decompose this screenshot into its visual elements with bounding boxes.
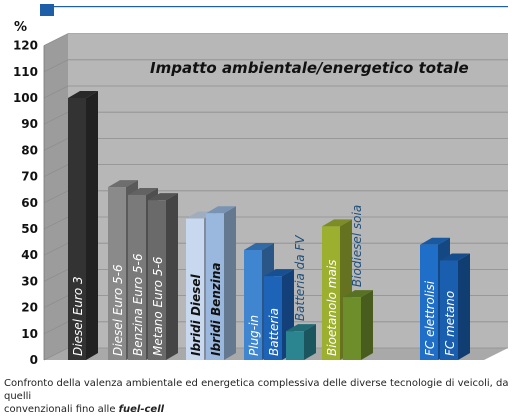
bar-label: Bioetanolo mais bbox=[325, 260, 339, 356]
y-tick-label: 80 bbox=[21, 143, 38, 157]
bar-side bbox=[166, 193, 178, 360]
y-tick-label: 70 bbox=[21, 170, 38, 184]
bar-label: Metano Euro 5-6 bbox=[151, 256, 165, 356]
y-axis-label: % bbox=[14, 20, 27, 35]
bar-top bbox=[343, 290, 373, 298]
bar bbox=[343, 297, 361, 360]
frame-corner-square bbox=[40, 4, 54, 16]
bar-side bbox=[458, 253, 470, 360]
bar-top bbox=[148, 193, 178, 201]
bar-top bbox=[286, 324, 316, 332]
bar-label: Benzina Euro 5-6 bbox=[131, 253, 145, 356]
y-tick-label: 30 bbox=[21, 274, 38, 288]
bar-label: Diesel Euro 3 bbox=[71, 276, 85, 356]
bar bbox=[244, 249, 262, 360]
bar bbox=[148, 200, 166, 360]
bar-top bbox=[108, 180, 138, 188]
y-tick-label: 90 bbox=[21, 117, 38, 131]
bar-top bbox=[68, 91, 98, 98]
bar-label: FC metano bbox=[443, 291, 457, 356]
bar-group: Biodiesel soia bbox=[343, 205, 373, 360]
bar-label: Ibridi Benzina bbox=[209, 262, 223, 356]
bar-top bbox=[128, 187, 158, 195]
bar bbox=[264, 276, 282, 360]
y-tick-label: 20 bbox=[21, 301, 38, 315]
y-tick-label: 50 bbox=[21, 222, 38, 236]
bar-label: Diesel Euro 5-6 bbox=[111, 264, 125, 356]
gridline bbox=[43, 59, 508, 73]
y-tick-label: 40 bbox=[21, 248, 38, 262]
bar-side bbox=[86, 91, 98, 360]
bar-label: Ibridi Diesel bbox=[189, 274, 203, 356]
chart-frame bbox=[40, 4, 508, 16]
bar-top bbox=[206, 206, 236, 214]
gridline bbox=[43, 33, 508, 46]
bar-group: Batteria bbox=[264, 269, 294, 360]
bar-chart: 0 10 20 30 40 50 60 70 80 90 100 110 120 % Impatto a… bbox=[13, 4, 508, 367]
caption-line-2: convenzionali fino alle fuel-cell bbox=[4, 403, 516, 416]
bar-side bbox=[361, 290, 373, 360]
figure-caption: Confronto della valenza ambientale ed en… bbox=[4, 377, 516, 416]
y-axis: 0 10 20 30 40 50 60 70 80 90 100 110 120 bbox=[13, 39, 45, 367]
bars: Diesel Euro 3 Diesel Euro 5-6 Benzina Euro… bbox=[68, 91, 470, 360]
bar-group: FC metano bbox=[440, 253, 470, 360]
y-tick-label: 120 bbox=[13, 39, 38, 53]
bar bbox=[186, 218, 204, 360]
gridline bbox=[43, 85, 508, 99]
bar bbox=[440, 260, 458, 360]
bar-side bbox=[224, 206, 236, 360]
bar-group: Ibridi Benzina bbox=[206, 206, 236, 360]
bar bbox=[108, 187, 126, 360]
bar-group: Metano Euro 5-6 bbox=[148, 193, 178, 360]
bar-top bbox=[322, 219, 352, 227]
bar-top bbox=[420, 237, 450, 245]
y-tick-label: 0 bbox=[30, 353, 38, 367]
bar-top bbox=[244, 242, 274, 250]
bar bbox=[420, 244, 438, 360]
bar-label: Plug-in bbox=[247, 315, 261, 356]
bar-label: Biodiesel soia bbox=[350, 205, 364, 287]
bar bbox=[68, 98, 86, 360]
frame-top-line bbox=[40, 6, 508, 8]
y-tick-label: 110 bbox=[13, 65, 38, 79]
bar-side bbox=[304, 324, 316, 360]
bar-label: FC elettrolisi bbox=[423, 280, 437, 356]
bar-group: Batteria da FV bbox=[286, 235, 316, 360]
bar-top bbox=[440, 253, 470, 261]
bar bbox=[322, 226, 340, 360]
y-tick-label: 60 bbox=[21, 196, 38, 210]
bar-top bbox=[264, 269, 294, 277]
bar-label: Batteria da FV bbox=[293, 235, 307, 322]
caption-line-1: Confronto della valenza ambientale ed en… bbox=[4, 378, 509, 402]
bar bbox=[286, 331, 304, 360]
bar bbox=[206, 213, 224, 360]
bar-label: Batteria bbox=[267, 308, 281, 356]
bar bbox=[128, 194, 146, 360]
bar-group: Diesel Euro 3 bbox=[68, 91, 98, 360]
y-tick-label: 10 bbox=[21, 327, 38, 341]
chart-title: Impatto ambientale/energetico totale bbox=[150, 59, 469, 77]
y-tick-label: 100 bbox=[13, 91, 38, 105]
